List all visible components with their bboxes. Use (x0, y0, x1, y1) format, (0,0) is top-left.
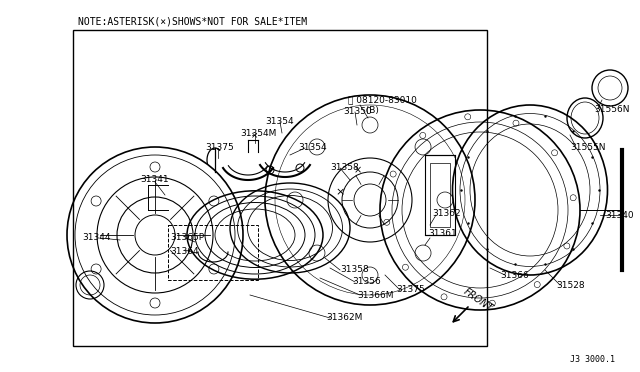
Text: 31375: 31375 (396, 285, 425, 295)
Text: 31555N: 31555N (570, 142, 605, 151)
Bar (168, 225, 258, 280)
Text: 31361: 31361 (428, 228, 457, 237)
Text: 31354M: 31354M (240, 129, 276, 138)
Text: NOTE:ASTERISK(×)SHOWS*NOT FOR SALE*ITEM: NOTE:ASTERISK(×)SHOWS*NOT FOR SALE*ITEM (78, 17, 307, 27)
Text: 31364: 31364 (170, 247, 198, 257)
Text: 31556N: 31556N (594, 106, 630, 115)
Text: 31356: 31356 (352, 278, 381, 286)
Text: 31354: 31354 (265, 118, 294, 126)
Text: 31350: 31350 (343, 106, 372, 115)
Text: 31344: 31344 (82, 234, 111, 243)
Text: 31340: 31340 (605, 211, 634, 219)
Bar (425, 155, 455, 235)
Bar (73, 30, 487, 346)
Text: Ⓑ 08120-83010: Ⓑ 08120-83010 (348, 96, 417, 105)
Text: 31358: 31358 (340, 266, 369, 275)
Text: ×: × (335, 187, 345, 197)
Bar (430, 163, 450, 227)
Text: 31358: 31358 (330, 163, 359, 171)
Text: J3 3000.1: J3 3000.1 (570, 356, 615, 365)
Text: 31375: 31375 (205, 142, 234, 151)
Text: 31366: 31366 (500, 270, 529, 279)
Text: 31354: 31354 (298, 142, 326, 151)
Text: 31362M: 31362M (326, 314, 362, 323)
Text: 31362: 31362 (432, 208, 461, 218)
Text: ×: × (354, 165, 362, 175)
Text: 31528: 31528 (556, 280, 584, 289)
Text: (B): (B) (360, 106, 379, 115)
Text: FRONT: FRONT (462, 286, 495, 314)
Text: 31341: 31341 (140, 176, 168, 185)
Text: 31366M: 31366M (357, 291, 394, 299)
Text: 31365P: 31365P (170, 234, 204, 243)
Text: ×: × (248, 131, 259, 140)
